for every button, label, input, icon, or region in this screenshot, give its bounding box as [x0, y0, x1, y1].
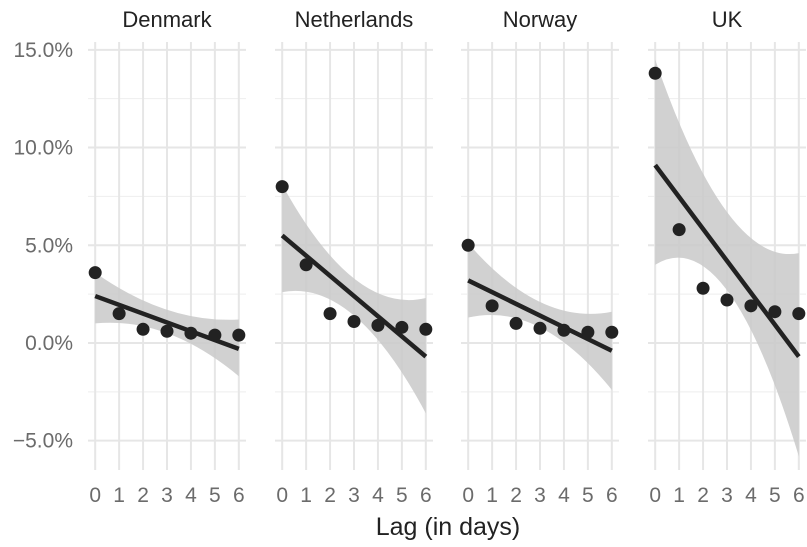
data-point — [485, 299, 499, 313]
fit-line — [467, 278, 613, 353]
data-point — [605, 325, 619, 339]
x-tick-label: 2 — [137, 484, 149, 507]
x-tick-label: 4 — [185, 484, 197, 507]
x-tick-label: 1 — [486, 484, 498, 507]
data-point — [136, 322, 150, 336]
data-point — [184, 326, 198, 340]
x-tick-label: 6 — [606, 484, 618, 507]
x-tick-label: 0 — [276, 484, 288, 507]
x-axis-title: Lag (in days) — [376, 513, 521, 541]
y-tick-label: 0.0% — [25, 332, 73, 355]
y-tick-label: 10.0% — [13, 137, 73, 160]
data-point — [744, 299, 758, 313]
x-tick-label: 4 — [745, 484, 757, 507]
x-tick-label: 6 — [793, 484, 805, 507]
data-point — [509, 316, 523, 330]
data-point — [557, 323, 571, 337]
data-point — [160, 324, 174, 338]
data-point — [648, 66, 662, 80]
data-point — [112, 307, 126, 321]
data-point — [720, 293, 734, 307]
data-point — [419, 322, 433, 336]
fit-line — [280, 233, 428, 359]
x-tick-label: 0 — [649, 484, 661, 507]
data-point — [323, 307, 337, 321]
x-tick-label: 2 — [697, 484, 709, 507]
data-point — [275, 180, 289, 194]
data-point — [208, 328, 222, 342]
x-tick-label: 6 — [233, 484, 245, 507]
data-point — [347, 314, 361, 328]
facet-label: Netherlands — [295, 7, 414, 32]
x-tick-label: 5 — [396, 484, 408, 507]
x-tick-label: 3 — [348, 484, 360, 507]
x-tick-label: 3 — [534, 484, 546, 507]
data-point — [581, 325, 595, 339]
x-tick-label: 0 — [89, 484, 101, 507]
x-tick-label: 5 — [769, 484, 781, 507]
y-tick-label: 5.0% — [25, 234, 73, 257]
panel-norway: Norway 0 1 2 3 4 5 6 — [461, 7, 619, 507]
data-point — [232, 328, 246, 342]
panel-netherlands: Netherlands 0 1 2 3 4 5 6 — [275, 7, 433, 507]
data-point — [88, 266, 102, 280]
facet-label: UK — [712, 7, 743, 32]
x-tick-label: 4 — [372, 484, 384, 507]
x-tick-label: 3 — [721, 484, 733, 507]
panel-uk: UK 0 1 2 3 4 5 6 — [648, 7, 806, 507]
panel-denmark: Denmark 0 1 2 3 4 5 6 — [88, 7, 246, 507]
facet-label: Denmark — [122, 7, 212, 32]
data-point — [371, 318, 385, 332]
data-point — [395, 320, 409, 334]
facet-label: Norway — [503, 7, 578, 32]
data-point — [672, 223, 686, 237]
data-point — [461, 238, 475, 252]
x-tick-label: 0 — [462, 484, 474, 507]
x-tick-label: 5 — [582, 484, 594, 507]
x-tick-label: 3 — [161, 484, 173, 507]
x-tick-label: 4 — [558, 484, 570, 507]
fit-line — [653, 163, 801, 358]
x-tick-label: 1 — [300, 484, 312, 507]
data-point — [299, 258, 313, 272]
x-tick-label: 1 — [113, 484, 125, 507]
y-axis: −5.0% 0.0% 5.0% 10.0% 15.0% — [13, 39, 73, 453]
y-tick-label: 15.0% — [13, 39, 73, 62]
y-tick-label: −5.0% — [13, 430, 73, 453]
data-point — [792, 307, 806, 321]
data-point — [533, 321, 547, 335]
data-point — [768, 305, 782, 319]
x-tick-label: 2 — [324, 484, 336, 507]
x-tick-label: 1 — [673, 484, 685, 507]
x-tick-label: 6 — [420, 484, 432, 507]
data-point — [696, 281, 710, 295]
x-tick-label: 5 — [209, 484, 221, 507]
x-tick-label: 2 — [510, 484, 522, 507]
